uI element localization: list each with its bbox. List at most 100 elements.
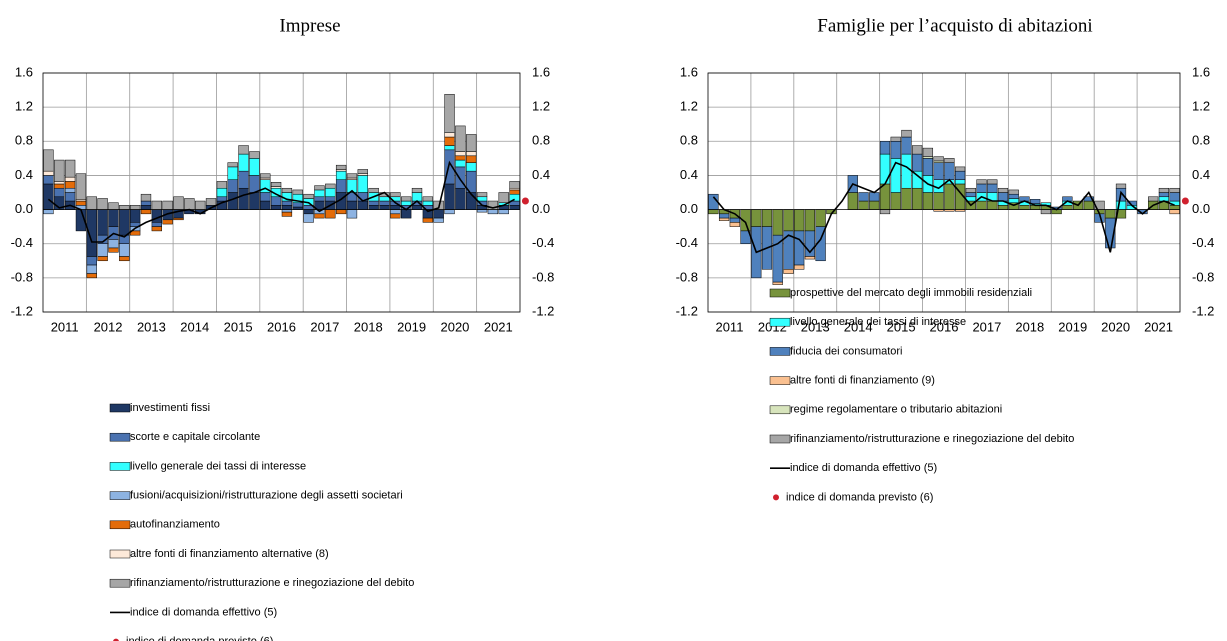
x-tick-label: 2020 [440, 319, 469, 334]
legend-swatch [109, 520, 131, 530]
bar-segment [227, 179, 238, 193]
bar-segment [54, 187, 65, 198]
bar-segment [411, 205, 423, 210]
bar-segment [249, 158, 260, 176]
forecast-point [1181, 197, 1189, 205]
bar-segment [466, 162, 477, 172]
chart-title: Famiglie per l’acquisto di abitazioni [817, 15, 1092, 36]
bar-segment [43, 183, 54, 210]
y-tick-label: -0.8 [1192, 269, 1214, 284]
bar-segment [238, 145, 249, 155]
bar-segment [444, 145, 455, 151]
bar-segment [325, 187, 336, 198]
bar-segment [476, 192, 488, 198]
bar-segment [922, 147, 934, 157]
bar-segment [346, 177, 358, 180]
bar-segment [912, 145, 923, 155]
y-tick-label: -0.8 [676, 269, 698, 284]
bar-segment [119, 209, 130, 236]
y-tick-label: 0.4 [1192, 167, 1210, 182]
bar-segment [390, 213, 401, 219]
bar-segment [314, 213, 325, 219]
bar-segment [933, 192, 944, 210]
bar-segment [281, 209, 293, 213]
bar-segment [433, 217, 444, 223]
bar-segment [64, 176, 76, 182]
bar-segment [216, 187, 228, 198]
bar-segment [1169, 205, 1180, 210]
index-line [712, 161, 1175, 254]
bar-segment [238, 170, 249, 189]
bar-segment [303, 193, 314, 199]
bar-segment [498, 209, 509, 215]
bar-segment [368, 187, 379, 193]
bar-segment [965, 192, 976, 198]
bar-segment [804, 209, 816, 232]
bar-segment [140, 209, 152, 215]
bar-segment [944, 158, 955, 163]
y-tick-label: 1.2 [1192, 99, 1210, 114]
bar-segment [238, 187, 249, 210]
y-tick-label: -1.2 [1192, 303, 1214, 318]
bar-segment [97, 243, 108, 257]
bar-segment [879, 153, 891, 185]
y-tick-label: 1.6 [532, 64, 550, 79]
bar-segment [987, 179, 998, 185]
bar-segment [281, 200, 293, 206]
bar-segment [379, 196, 390, 202]
bar-segment [357, 200, 368, 210]
legend-label: rifinanziamento/ristrutturazione e rineg… [790, 433, 1074, 445]
bar-segment [997, 187, 1009, 193]
y-tick-label: 0.0 [532, 201, 550, 216]
bar-segment [976, 179, 987, 185]
y-tick-label: -0.8 [11, 269, 33, 284]
bar-segment [314, 189, 325, 198]
bar-segment [260, 192, 271, 202]
y-tick-label: 0.0 [15, 201, 33, 216]
bar-segment [847, 192, 858, 210]
x-tick-label: 2014 [180, 319, 209, 334]
bar-segment [64, 159, 76, 178]
bar-segment [379, 205, 390, 210]
x-tick-label: 2016 [267, 319, 296, 334]
bar-segment [1062, 205, 1073, 210]
bar-segment [444, 209, 455, 215]
bar-segment [43, 149, 54, 172]
y-tick-label: 0.8 [532, 133, 550, 148]
bar-segment [1030, 199, 1041, 204]
bar-segment [1040, 209, 1052, 215]
legend-label: altre fonti di finanziamento alternative… [130, 548, 329, 560]
bar-segment [987, 183, 998, 193]
bar-segment [86, 264, 97, 274]
legend-swatch [769, 347, 791, 356]
bar-segment [151, 222, 162, 227]
bar-segment [335, 209, 347, 215]
y-tick-label: -0.4 [1192, 235, 1214, 250]
y-tick-label: 0.8 [680, 133, 698, 148]
x-tick-label: 2013 [801, 319, 830, 334]
x-tick-label: 2011 [715, 319, 743, 334]
legend-swatch [113, 638, 119, 641]
bar-segment [444, 132, 455, 138]
bar-segment [411, 187, 423, 193]
x-tick-label: 2017 [972, 319, 1001, 334]
bar-segment [858, 200, 869, 210]
bar-segment [303, 213, 314, 223]
forecast-point [521, 197, 529, 205]
bar-segment [1008, 193, 1019, 199]
bar-segment [390, 192, 401, 198]
legend-label: fiducia dei consumatori [790, 345, 903, 357]
bar-segment [43, 209, 54, 215]
bar-segment [729, 222, 740, 227]
y-tick-label: 0.0 [1192, 201, 1210, 216]
bar-segment [54, 181, 65, 185]
bar-segment [411, 192, 423, 202]
bar-segment [804, 256, 816, 260]
bar-segment [129, 209, 141, 223]
bar-segment [997, 205, 1009, 210]
bar-segment [815, 209, 826, 227]
bar-segment [75, 199, 87, 202]
bar-segment [455, 187, 466, 210]
bar-segment [933, 156, 944, 162]
bar-segment [1008, 189, 1019, 195]
